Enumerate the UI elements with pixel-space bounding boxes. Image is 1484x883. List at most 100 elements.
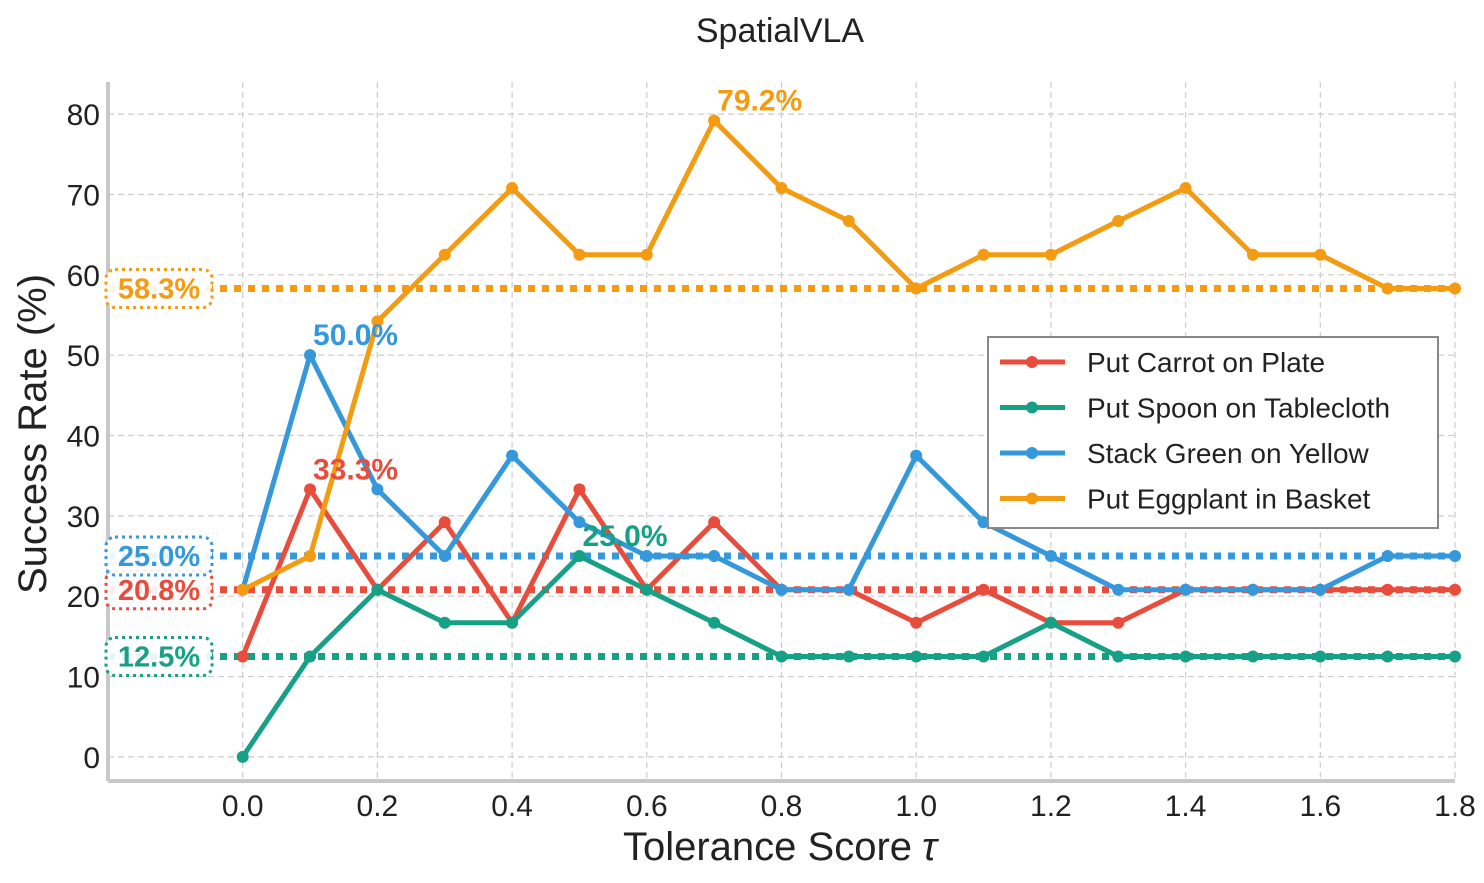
- data-point: [1449, 583, 1461, 596]
- y-tick-label: 30: [67, 501, 100, 534]
- x-tick-label: 0.2: [357, 790, 399, 823]
- data-point: [438, 550, 451, 563]
- x-axis-label: Tolerance Score τ: [623, 825, 940, 869]
- y-tick-label: 10: [67, 662, 100, 695]
- x-axis-label-text: Tolerance Score: [623, 825, 912, 869]
- data-point: [236, 650, 249, 663]
- data-point: [1381, 650, 1394, 663]
- y-tick-label: 40: [67, 421, 100, 454]
- legend: Put Carrot on Plate Put Spoon on Tableclo…: [987, 336, 1439, 529]
- data-point: [573, 516, 586, 529]
- baseline-label: 25.0%: [118, 541, 200, 573]
- legend-label: Put Carrot on Plate: [1087, 347, 1325, 378]
- legend-label: Put Eggplant in Basket: [1087, 484, 1371, 515]
- data-point: [1246, 248, 1259, 261]
- data-point: [640, 583, 653, 596]
- data-point: [977, 248, 990, 261]
- series-lines: [236, 114, 1461, 763]
- y-tick-label: 20: [67, 581, 100, 614]
- legend-marker: [1026, 401, 1038, 414]
- data-point: [977, 516, 990, 529]
- data-point: [1246, 650, 1259, 663]
- data-point: [573, 483, 586, 496]
- data-point: [842, 583, 855, 596]
- data-point: [910, 282, 923, 295]
- data-point: [438, 516, 451, 529]
- data-point: [640, 248, 653, 261]
- y-tick-label: 80: [67, 99, 100, 132]
- data-point: [371, 583, 384, 596]
- x-tick-label: 1.6: [1299, 790, 1341, 823]
- data-point: [573, 550, 586, 563]
- peak-label: 79.2%: [717, 85, 802, 118]
- data-point: [236, 583, 249, 596]
- data-point: [573, 248, 586, 261]
- peak-label: 50.0%: [313, 319, 398, 352]
- data-point: [910, 449, 923, 462]
- baseline-label: 20.8%: [118, 575, 200, 607]
- baseline-label-box: [104, 635, 214, 677]
- data-point: [1044, 550, 1057, 563]
- data-point: [506, 449, 519, 462]
- peak-label: 33.3%: [313, 453, 398, 486]
- y-tick-label: 70: [67, 179, 100, 212]
- x-tick-label: 1.4: [1165, 790, 1207, 823]
- data-point: [1179, 182, 1192, 195]
- data-point: [775, 182, 788, 195]
- x-tick-label: 0.8: [761, 790, 803, 823]
- data-point: [304, 650, 317, 663]
- baseline-label: 12.5%: [118, 641, 200, 673]
- data-point: [236, 750, 249, 763]
- y-tick-label: 60: [67, 260, 100, 293]
- data-point: [1112, 583, 1125, 596]
- data-point: [640, 550, 653, 563]
- data-point: [1112, 214, 1125, 227]
- data-point: [304, 483, 317, 496]
- x-tick-label: 0.6: [626, 790, 668, 823]
- data-point: [1314, 583, 1327, 596]
- legend-label: Put Spoon on Tablecloth: [1087, 393, 1390, 424]
- data-point: [842, 650, 855, 663]
- data-point: [708, 114, 721, 127]
- x-axis-label-symbol: τ: [922, 825, 940, 869]
- data-point: [1381, 550, 1394, 563]
- x-tick-label: 1.8: [1434, 790, 1476, 823]
- data-point: [1112, 616, 1125, 629]
- data-point: [708, 616, 721, 629]
- legend-marker: [1026, 356, 1038, 368]
- data-point: [1112, 650, 1125, 663]
- x-tick-label: 0.4: [491, 790, 533, 823]
- legend-label: Stack Green on Yellow: [1087, 438, 1370, 469]
- baseline-label-box: [104, 267, 214, 309]
- data-point: [506, 616, 519, 629]
- data-point: [1314, 248, 1327, 261]
- data-point: [775, 583, 788, 596]
- x-tick-label: 1.2: [1030, 790, 1072, 823]
- data-point: [506, 182, 519, 195]
- data-point: [1179, 650, 1192, 663]
- baseline-label: 58.3%: [118, 273, 200, 305]
- data-point: [910, 616, 923, 629]
- data-point: [1044, 616, 1057, 629]
- y-axis-label: Success Rate (%): [11, 274, 55, 594]
- data-point: [1044, 248, 1057, 261]
- data-point: [371, 315, 384, 328]
- x-tick-label: 1.0: [895, 790, 937, 823]
- data-point: [977, 583, 990, 596]
- data-point: [438, 616, 451, 629]
- legend-marker: [1026, 492, 1038, 505]
- grid: [108, 82, 1456, 781]
- legend-marker: [1026, 447, 1038, 459]
- data-point: [304, 349, 317, 362]
- data-point: [910, 650, 923, 663]
- data-point: [1449, 650, 1461, 663]
- y-tick-label: 0: [83, 742, 100, 775]
- data-point: [1314, 650, 1327, 663]
- data-point: [1381, 282, 1394, 295]
- data-point: [775, 650, 788, 663]
- data-point: [977, 650, 990, 663]
- x-tick-label: 0.0: [222, 790, 264, 823]
- chart-title: SpatialVLA: [696, 12, 865, 50]
- data-point: [708, 550, 721, 563]
